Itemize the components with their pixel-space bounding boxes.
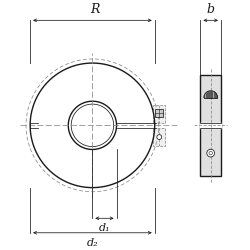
Polygon shape [156, 109, 163, 116]
Text: d₁: d₁ [99, 223, 110, 233]
Circle shape [207, 149, 214, 157]
Text: d₂: d₂ [86, 238, 98, 248]
Polygon shape [204, 91, 218, 98]
Circle shape [157, 135, 162, 140]
Polygon shape [154, 104, 165, 123]
Polygon shape [154, 128, 165, 146]
Text: b: b [207, 3, 215, 16]
Text: R: R [90, 3, 100, 16]
Polygon shape [200, 75, 221, 176]
